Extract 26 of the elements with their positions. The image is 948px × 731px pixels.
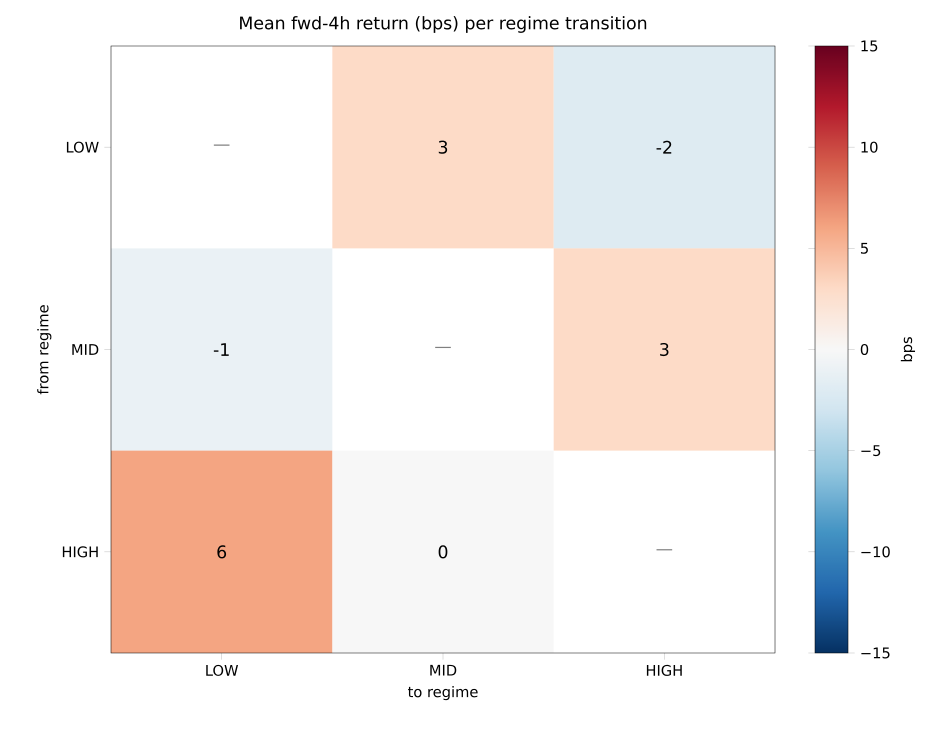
y-axis-title: from regime [37, 305, 52, 394]
data-label: -2 [656, 140, 672, 154]
x-tick-label: MID [430, 664, 456, 676]
x-tick-label: HIGH [646, 664, 682, 676]
color-bar-label: −10 [861, 546, 890, 558]
text: — [435, 346, 451, 348]
data-label: -1 [214, 343, 229, 356]
color-bar-label: 10 [861, 142, 878, 153]
y-tick-label: LOW [66, 142, 99, 153]
y-tick-label: MID [72, 344, 98, 355]
color-bar-label: −15 [861, 648, 890, 658]
color-bar-label: 15 [861, 40, 878, 52]
data-label: 6 [217, 545, 226, 558]
color-bar-label: 5 [860, 242, 868, 254]
x-axis-title: to regime [408, 686, 478, 700]
color-bar-label: −5 [861, 445, 880, 456]
x-tick-label: LOW [206, 664, 238, 676]
text: — [656, 549, 672, 550]
color-bar-label: 0 [860, 344, 868, 356]
chart-title: Mean fwd-4h return (bps) per regime transition [240, 16, 646, 33]
data-label: 3 [660, 342, 668, 356]
text: — [214, 144, 230, 146]
y-tick-label: HIGH [62, 546, 98, 558]
color-bar-title: bps [900, 337, 916, 362]
data-label: 3 [438, 140, 448, 154]
data-label: 0 [438, 545, 448, 558]
